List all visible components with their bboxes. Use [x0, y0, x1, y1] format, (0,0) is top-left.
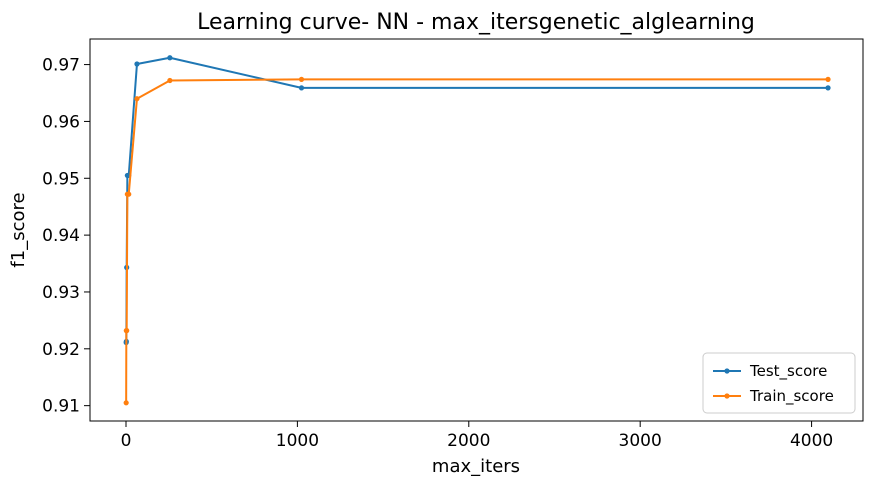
y-tick-label: 0.94: [42, 226, 80, 246]
legend-frame: [702, 352, 856, 414]
data-point-train-score: [123, 400, 129, 406]
y-tick-label: 0.91: [42, 397, 80, 417]
y-tick-label: 0.97: [42, 56, 80, 76]
plot-area-frame: [89, 38, 864, 422]
y-tick-label: 0.95: [42, 169, 80, 189]
x-axis-ticks: 0 1000 2000 3000 4000: [121, 421, 833, 451]
data-point-train-score: [134, 96, 140, 102]
y-axis-label: f1_score: [8, 192, 29, 267]
y-axis-ticks: 0.91 0.92 0.93 0.94 0.95 0.96 0.97: [42, 56, 90, 417]
data-point-train-score: [298, 76, 305, 82]
x-tick-label: 0: [121, 431, 132, 451]
x-tick-label: 3000: [619, 431, 662, 451]
data-point-test-score: [298, 85, 305, 91]
legend-label: Test_score: [749, 362, 827, 381]
series-layer: [123, 55, 831, 406]
data-point-train-score: [124, 328, 130, 334]
legend: Test_score Train_score: [702, 352, 856, 414]
data-point-train-score: [126, 191, 132, 197]
data-point-train-score: [167, 77, 173, 84]
legend-marker: [724, 393, 730, 399]
x-tick-label: 2000: [447, 431, 490, 451]
series-line-test-score: [125, 56, 829, 343]
legend-marker: [724, 368, 730, 374]
x-tick-label: 4000: [790, 431, 833, 451]
y-tick-label: 0.96: [42, 112, 80, 132]
data-point-test-score: [825, 85, 831, 91]
chart-title: Learning curve- NN - max_itersgenetic_al…: [197, 10, 755, 35]
data-point-test-score: [167, 55, 173, 61]
x-tick-label: 1000: [276, 431, 319, 451]
data-point-test-score: [134, 61, 140, 67]
x-axis-label: max_iters: [432, 456, 520, 477]
data-point-train-score: [825, 76, 831, 82]
legend-label: Train_score: [749, 387, 834, 406]
y-tick-label: 0.93: [42, 283, 80, 303]
y-tick-label: 0.92: [42, 340, 80, 360]
